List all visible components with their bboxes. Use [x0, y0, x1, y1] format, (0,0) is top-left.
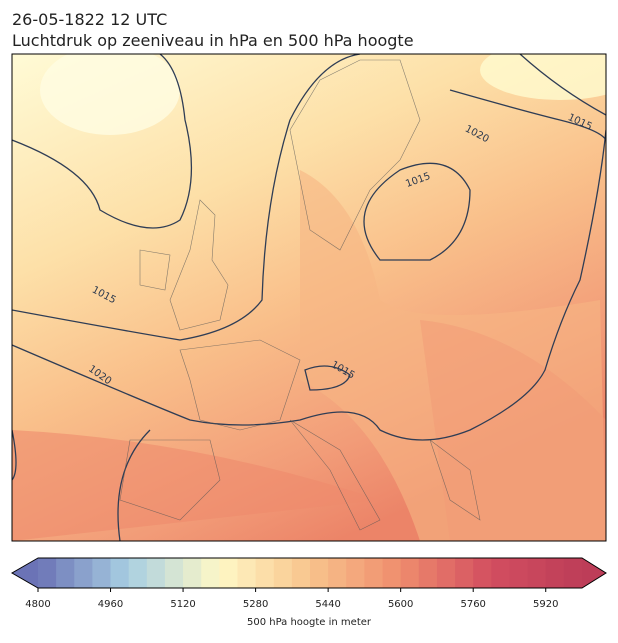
colorbar-tick-label: 5120: [170, 599, 195, 610]
colorbar-segment: [545, 558, 565, 588]
colorbar-segment: [146, 558, 166, 588]
colorbar-segment: [74, 558, 93, 588]
colorbar-extend-low: [12, 558, 38, 588]
colorbar-tick-label: 5600: [388, 599, 413, 610]
colorbar-segment: [418, 558, 438, 588]
colorbar: 4800 4960 5120 5280 5440 5600 5760 5920: [10, 557, 607, 610]
subtitle: Luchtdruk op zeeniveau in hPa en 500 hPa…: [12, 31, 414, 50]
colorbar-segment: [38, 558, 57, 588]
colorbar-segment: [364, 558, 384, 588]
colorbar-segment: [328, 558, 347, 588]
map: [12, 54, 606, 541]
colorbar-segment: [201, 558, 220, 588]
colorbar-segment: [183, 558, 202, 588]
colorbar-label: 500 hPa hoogte in meter: [247, 617, 372, 628]
colorbar-segment: [382, 558, 402, 588]
colorbar-segment: [219, 558, 238, 588]
colorbar-segment: [291, 558, 311, 588]
colorbar-tick-label: 5440: [315, 599, 340, 610]
map-frame: [11, 53, 607, 542]
colorbar-segment: [255, 558, 275, 588]
colorbar-tick-label: 4960: [98, 599, 123, 610]
colorbar-segment: [92, 558, 112, 588]
colorbar-segment: [164, 558, 184, 588]
colorbar-segment: [527, 558, 547, 588]
colorbar-segment: [455, 558, 474, 588]
colorbar-segment: [509, 558, 529, 588]
colorbar-tick-label: 5760: [460, 599, 485, 610]
colorbar-extend-high: [582, 558, 606, 588]
title: 26-05-1822 12 UTC: [12, 10, 167, 29]
colorbar-tick-label: 5920: [533, 599, 558, 610]
colorbar-segment: [110, 558, 130, 588]
colorbar-segment: [400, 558, 420, 588]
colorbar-segment: [346, 558, 365, 588]
colorbar-tick-label: 5280: [243, 599, 268, 610]
colorbar-tick-label: 4800: [25, 599, 50, 610]
colorbar-segment: [273, 558, 293, 588]
colorbar-segment: [56, 558, 75, 588]
colorbar-segment: [237, 558, 257, 588]
colorbar-outline: [10, 557, 607, 589]
colorbar-segment: [436, 558, 456, 588]
colorbar-segment: [491, 558, 510, 588]
colorbar-segment: [473, 558, 492, 588]
colorbar-segment: [128, 558, 148, 588]
colorbar-segment: [310, 558, 329, 588]
colorbar-segment: [563, 558, 583, 588]
